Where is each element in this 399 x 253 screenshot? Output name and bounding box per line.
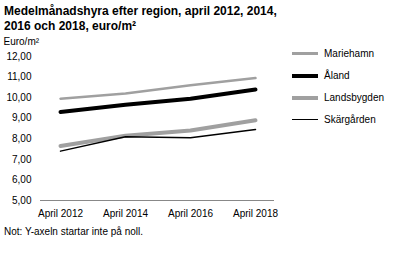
svg-text:April 2018: April 2018 xyxy=(233,208,278,219)
svg-text:April 2016: April 2016 xyxy=(168,208,213,219)
svg-text:10,00: 10,00 xyxy=(6,92,31,103)
svg-text:5,00: 5,00 xyxy=(12,195,32,206)
html-text:Landsbygden: Landsbygden xyxy=(324,92,385,103)
html-text:Not: Y-axeln startar inte på n: Not: Y-axeln startar inte på noll. xyxy=(4,226,143,237)
svg-text:6,00: 6,00 xyxy=(12,174,32,185)
html-text:Medelmånadshyra efter region,: Medelmånadshyra efter region, april 2012… xyxy=(4,4,277,33)
svg-text:8,00: 8,00 xyxy=(12,133,32,144)
html-text:Mariehamn: Mariehamn xyxy=(324,48,374,59)
svg-text:12,00: 12,00 xyxy=(6,51,31,62)
svg-text:9,00: 9,00 xyxy=(12,112,32,123)
svg-text:Euro/m²: Euro/m² xyxy=(4,36,40,47)
svg-text:11,00: 11,00 xyxy=(7,71,32,82)
html-text:Skärgården: Skärgården xyxy=(324,114,376,125)
html-text:Åland: Åland xyxy=(324,70,350,81)
svg-text:7,00: 7,00 xyxy=(12,154,32,165)
svg-text:April 2014: April 2014 xyxy=(103,208,148,219)
svg-text:April 2012: April 2012 xyxy=(38,208,83,219)
